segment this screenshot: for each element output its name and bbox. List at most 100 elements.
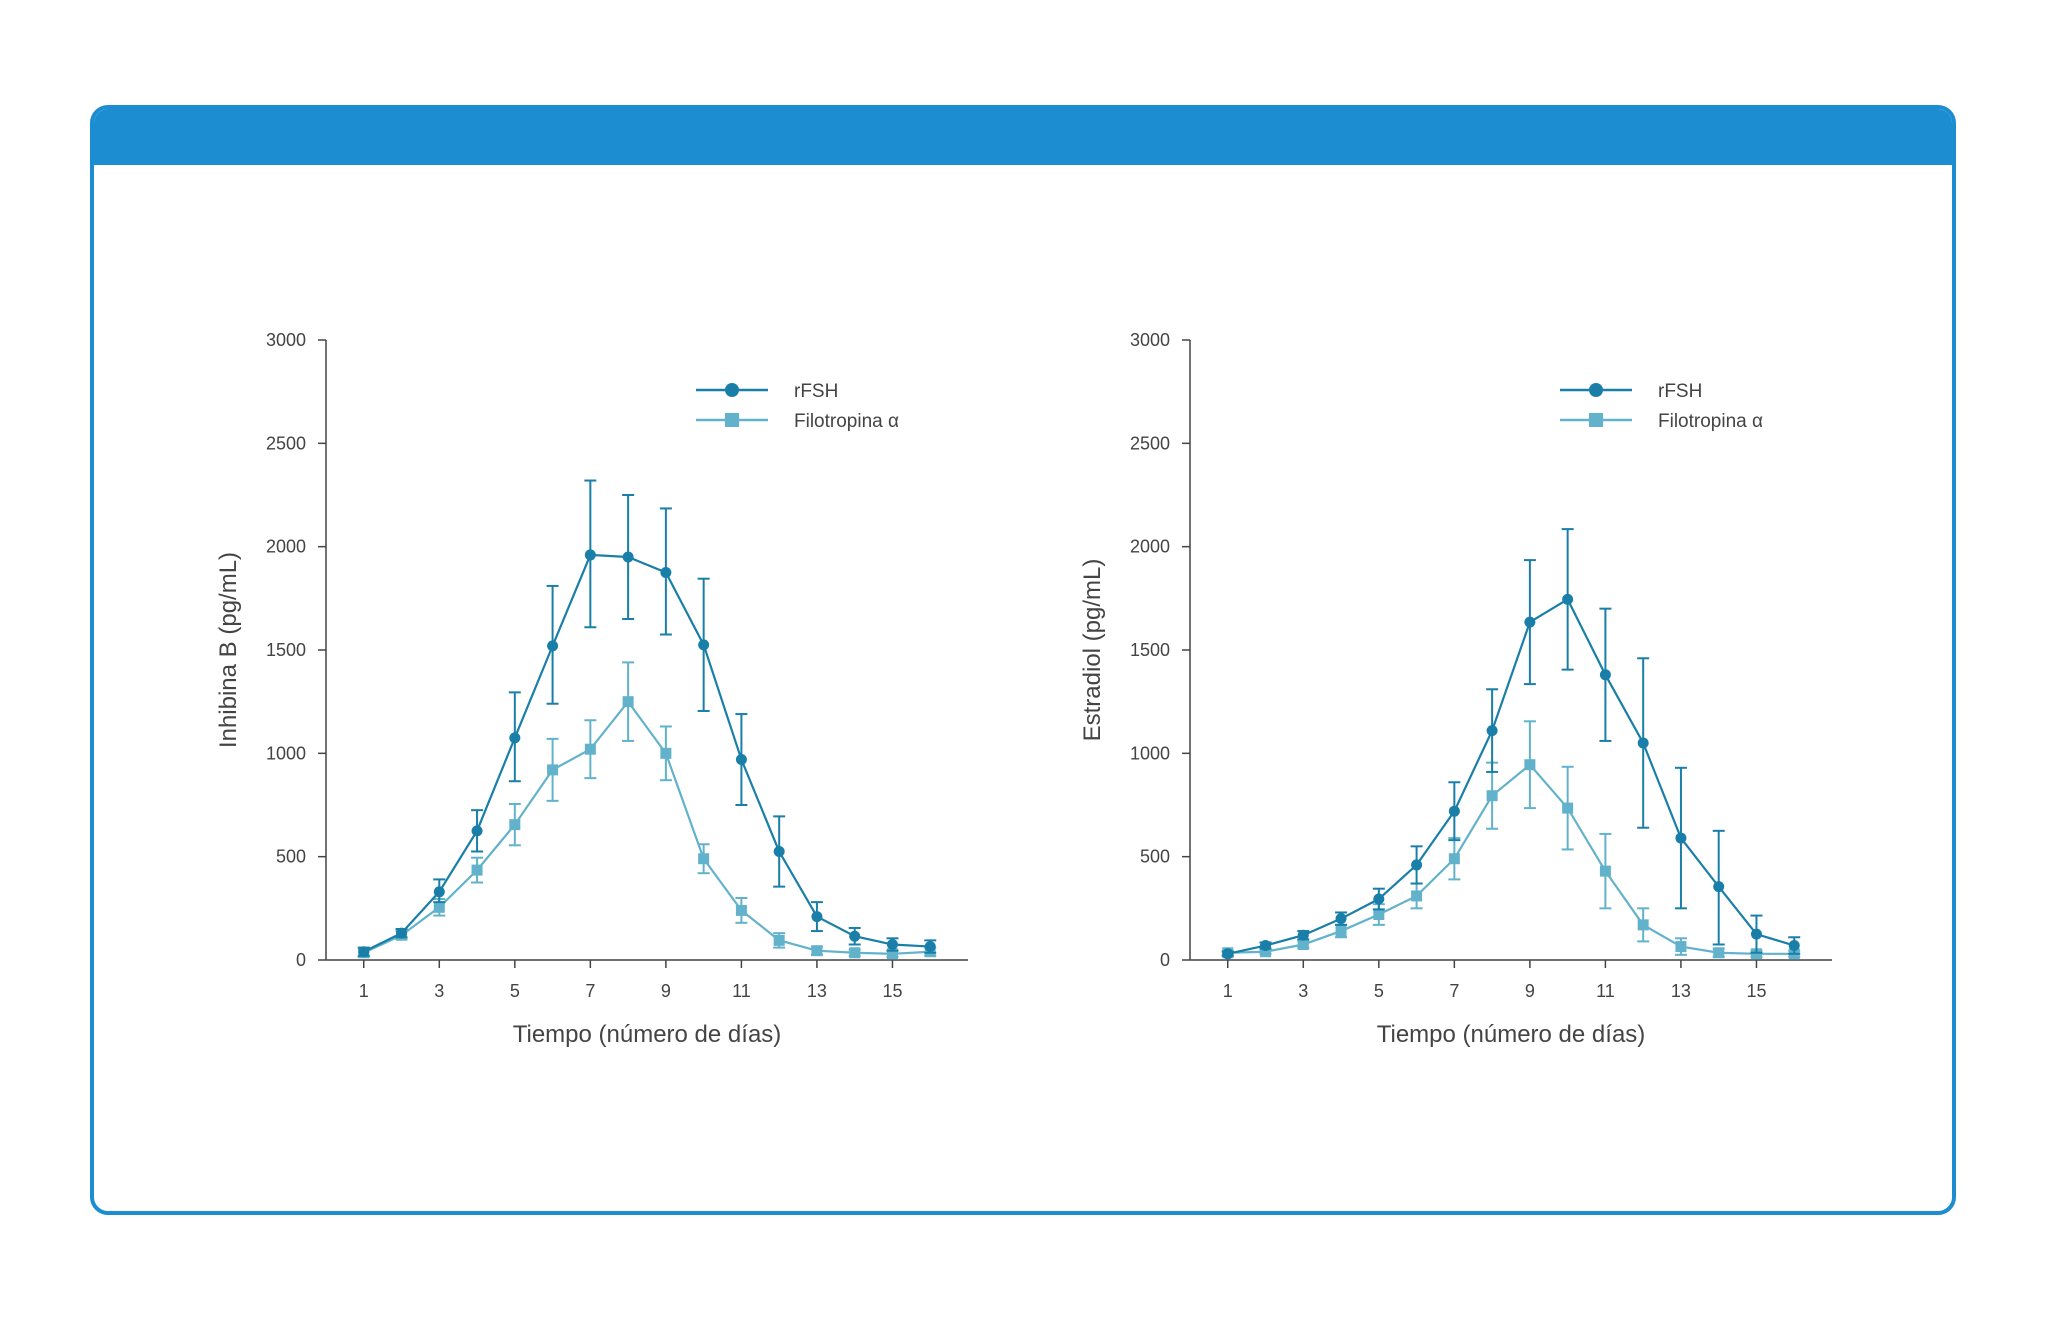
estradiol-x-tick-label: 5 — [1374, 981, 1384, 1001]
inhibina-rfsh-point — [773, 846, 785, 857]
estradiol-filotropina-point — [1335, 925, 1347, 937]
estradiol-legend-rfsh: rFSH — [1560, 381, 1702, 402]
inhibina-rfsh-point — [547, 640, 559, 652]
inhibina-legend-filotropina: Filotropina α — [696, 411, 899, 432]
estradiol-x-tick-label: 7 — [1449, 981, 1459, 1001]
inhibina-rfsh-point — [358, 946, 370, 958]
estradiol-legend-filotropina-label: Filotropina α — [1658, 411, 1763, 432]
inhibina-rfsh-point — [849, 930, 861, 942]
inhibina-filotropina-point — [471, 864, 483, 876]
estradiol-x-tick-label: 11 — [1596, 981, 1615, 1001]
inhibina-x-tick-label: 9 — [661, 981, 671, 1001]
inhibina-filotropina-point — [547, 764, 559, 776]
estradiol-rfsh-point — [1713, 881, 1725, 893]
estradiol-filotropina-point — [1750, 948, 1762, 960]
estradiol-filotropina-point — [1297, 939, 1309, 950]
estradiol-filotropina-point — [1524, 759, 1536, 771]
estradiol-rfsh-point — [1448, 805, 1460, 817]
estradiol-rfsh-point — [1750, 928, 1762, 940]
estradiol-y-tick-label: 1000 — [1130, 743, 1170, 763]
estradiol-rfsh-point — [1260, 940, 1272, 952]
estradiol-rfsh-point — [1297, 929, 1309, 941]
inhibina-filotropina-point — [886, 948, 898, 960]
inhibina-rfsh-point — [811, 911, 823, 923]
estradiol-rfsh-point — [1788, 940, 1800, 952]
inhibina-x-tick-label: 11 — [732, 981, 751, 1001]
inhibina-y-axis-title: Inhibina B (pg/mL) — [215, 552, 242, 748]
estradiol-filotropina-point — [1260, 946, 1272, 958]
inhibina-rfsh-point — [622, 551, 634, 563]
estradiol-y-tick-label: 1500 — [1130, 640, 1170, 660]
inhibina-x-tick-label: 15 — [882, 981, 902, 1001]
estradiol-y-tick-label: 2500 — [1130, 433, 1170, 453]
estradiol-filotropina-point — [1562, 802, 1574, 814]
inhibina-legend-rfsh: rFSH — [696, 381, 838, 402]
estradiol-rfsh-point — [1599, 669, 1611, 681]
estradiol-rfsh-point — [1562, 593, 1574, 605]
estradiol-x-axis-title: Tiempo (número de días) — [1377, 1021, 1646, 1048]
estradiol-series-rfsh — [1221, 528, 1801, 960]
inhibina-filotropina-point — [698, 853, 710, 865]
estradiol-legend-filotropina-marker — [1589, 413, 1603, 427]
estradiol-filotropina-point — [1675, 941, 1687, 953]
estradiol-rfsh-point — [1222, 948, 1234, 960]
inhibina-x-tick-label: 13 — [807, 981, 827, 1001]
inhibina-x-tick-label: 7 — [585, 981, 595, 1001]
estradiol-x-tick-label: 9 — [1525, 981, 1535, 1001]
estradiol-legend-filotropina: Filotropina α — [1560, 411, 1763, 432]
estradiol-filotropina-line — [1227, 763, 1795, 955]
estradiol-legend-rfsh-marker — [1589, 383, 1603, 397]
card-header-bar — [94, 109, 1952, 165]
inhibina-x-tick-label: 1 — [359, 981, 369, 1001]
inhibina-rfsh-point — [886, 939, 898, 950]
estradiol-rfsh-point — [1637, 737, 1649, 749]
estradiol-filotropina-point — [1486, 790, 1498, 802]
inhibina-rfsh-point — [924, 941, 936, 953]
inhibina-y-tick-label: 0 — [296, 950, 306, 970]
inhibina-y-tick-label: 500 — [276, 847, 306, 867]
inhibina-legend-rfsh-label: rFSH — [794, 381, 838, 402]
estradiol-rfsh-point — [1486, 725, 1498, 737]
inhibina-series-rfsh — [357, 479, 937, 958]
inhibina-filotropina-point — [584, 743, 596, 755]
inhibina-filotropina-point — [849, 947, 861, 959]
estradiol-filotropina-point — [1373, 909, 1385, 921]
estradiol-x-tick-label: 1 — [1223, 981, 1233, 1001]
inhibina-rfsh-line — [363, 553, 931, 953]
inhibina-x-tick-label: 5 — [510, 981, 520, 1001]
inhibina-rfsh-point — [433, 886, 445, 898]
inhibina-legend-filotropina-marker — [725, 413, 739, 427]
inhibina-filotropina-point — [735, 904, 747, 916]
inhibina-x-axis-title: Tiempo (número de días) — [513, 1021, 782, 1048]
inhibina-rfsh-point — [396, 927, 408, 939]
inhibina-filotropina-point — [509, 819, 521, 831]
inhibina-rfsh-point — [660, 567, 672, 578]
estradiol-legend-rfsh-label: rFSH — [1658, 381, 1702, 402]
estradiol-y-tick-label: 0 — [1160, 950, 1170, 970]
estradiol-filotropina-point — [1637, 919, 1649, 931]
estradiol-rfsh-point — [1675, 832, 1687, 844]
estradiol-filotropina-point — [1448, 853, 1460, 865]
estradiol-filotropina-point — [1713, 947, 1725, 959]
inhibina-y-tick-label: 2500 — [266, 433, 306, 453]
estradiol-x-tick-label: 13 — [1671, 981, 1691, 1001]
estradiol-rfsh-point — [1373, 893, 1385, 905]
estradiol-y-tick-label: 500 — [1140, 847, 1170, 867]
inhibina-y-tick-label: 2000 — [266, 537, 306, 557]
estradiol-rfsh-point — [1335, 913, 1347, 925]
inhibina-rfsh-point — [735, 754, 747, 766]
inhibina-filotropina-point — [811, 945, 823, 957]
inhibina-y-tick-label: 1000 — [266, 743, 306, 763]
inhibina-rfsh-point — [471, 825, 483, 837]
estradiol-rfsh-point — [1411, 859, 1423, 871]
inhibina-rfsh-point — [584, 549, 596, 561]
inhibina-filotropina-point — [660, 747, 672, 759]
inhibina-filotropina-point — [622, 696, 634, 708]
inhibina-series-filotropina — [357, 661, 937, 960]
estradiol-rfsh-line — [1227, 597, 1795, 955]
inhibina-filotropina-point — [433, 901, 445, 913]
inhibina-legend-filotropina-label: Filotropina α — [794, 411, 899, 432]
inhibina-rfsh-point — [509, 732, 521, 744]
estradiol-rfsh-point — [1524, 616, 1536, 628]
